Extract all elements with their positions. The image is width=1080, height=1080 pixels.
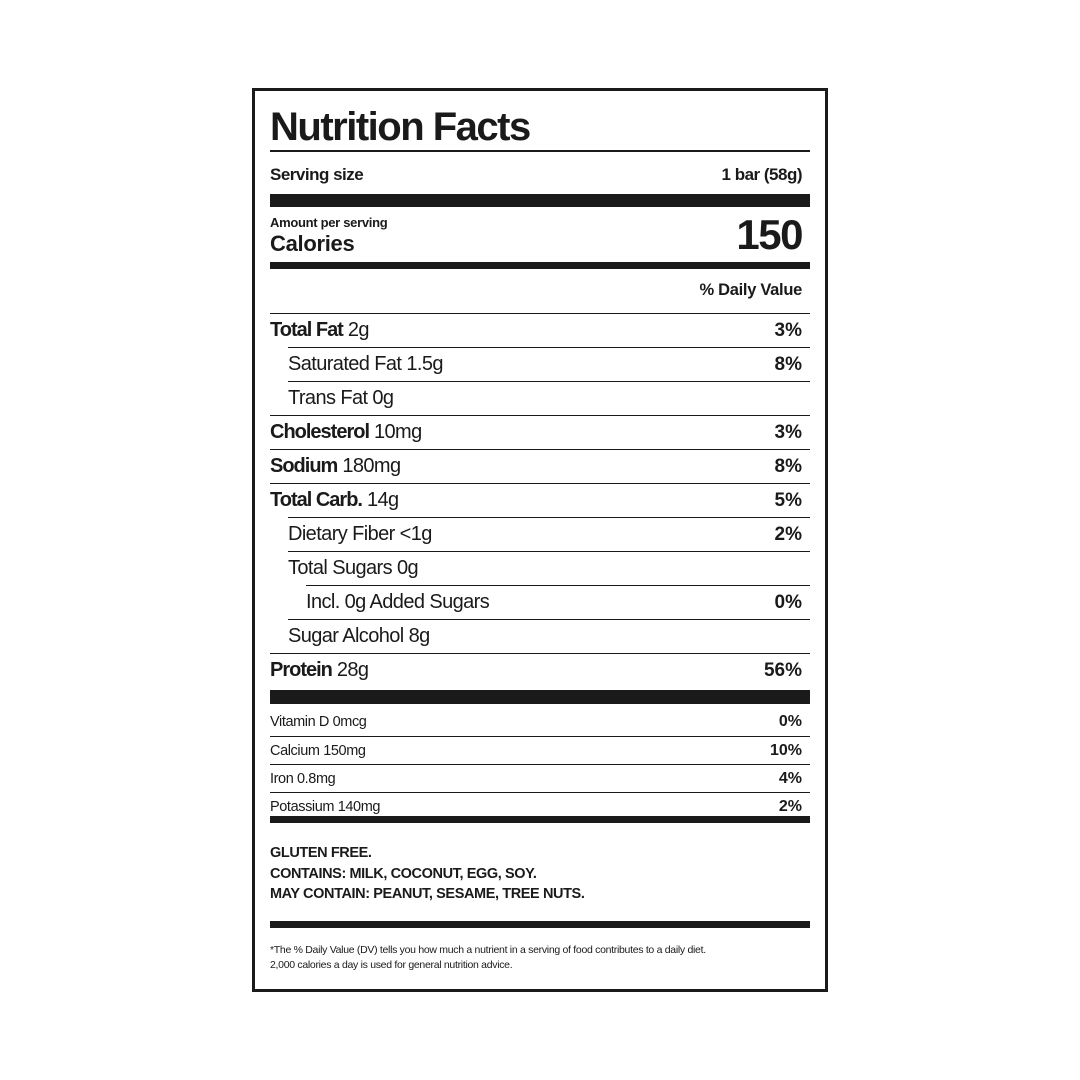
daily-value-header: % Daily Value: [699, 281, 803, 299]
nutrient-name: Saturated Fat: [288, 353, 402, 375]
serving-size-value: 1 bar (58g): [721, 165, 803, 184]
amount-per-serving: Amount per serving: [270, 215, 388, 230]
vitamin-name: Calcium 150mg: [270, 742, 366, 759]
nutrient-amount: 8g: [408, 625, 431, 647]
footnote-line: *The % Daily Value (DV) tells you how mu…: [270, 944, 706, 956]
nutrient-amount: 0g: [372, 387, 394, 409]
vitamin-row: Vitamin D 0mcg 0%: [270, 708, 810, 736]
thick-divider: [270, 194, 810, 207]
nutrient-amount: 28g: [336, 659, 369, 681]
nutrient-daily-value: 8%: [774, 455, 802, 477]
nutrient-daily-value: 0%: [774, 591, 802, 613]
nutrient-amount: 1.5g: [406, 353, 443, 375]
serving-size-row: Serving size 1 bar (58g): [270, 163, 803, 187]
allergen-line: CONTAINS: MILK, COCONUT, EGG, SOY.: [270, 865, 537, 882]
nutrient-name: Trans Fat: [288, 387, 368, 409]
nutrient-daily-value: 3%: [774, 319, 802, 341]
nutrient-label: Incl. 0g Added Sugars: [306, 591, 490, 614]
nutrient-name: Sodium: [270, 455, 338, 477]
nutrient-name: Total Sugars: [288, 557, 393, 579]
calories-label: Calories: [270, 231, 355, 256]
nutrient-name: Total Carb.: [270, 489, 363, 511]
nutrient-row: Total Sugars 0g: [288, 551, 810, 585]
nutrient-amount: 180mg: [342, 455, 401, 477]
medium-divider: [270, 816, 810, 823]
nutrient-name: Protein: [270, 659, 333, 681]
vitamin-row: Potassium 140mg 2%: [270, 792, 810, 820]
nutrient-row: Trans Fat 0g: [288, 381, 810, 415]
nutrient-daily-value: 3%: [774, 421, 802, 443]
nutrient-amount: <1g: [399, 523, 433, 545]
nutrient-name: Incl. 0g Added Sugars: [306, 591, 490, 613]
nutrient-row: Sugar Alcohol 8g: [288, 619, 810, 653]
medium-divider: [270, 921, 810, 928]
nutrient-name: Sugar Alcohol: [288, 625, 404, 647]
vitamin-list: Vitamin D 0mcg 0% Calcium 150mg 10% Iron 0.8…: [270, 708, 810, 820]
nutrient-name: Dietary Fiber: [288, 523, 395, 545]
nutrient-row: Total Fat 2g 3%: [270, 313, 810, 347]
vitamin-name: Potassium 140mg: [270, 798, 381, 815]
thick-divider: [270, 690, 810, 704]
medium-divider: [270, 262, 810, 269]
footnote-line: 2,000 calories a day is used for general…: [270, 959, 513, 971]
vitamin-row: Calcium 150mg 10%: [270, 736, 810, 764]
label-title: Nutrition Facts: [270, 105, 531, 149]
allergen-line: GLUTEN FREE.: [270, 845, 372, 861]
nutrient-daily-value: 8%: [774, 353, 802, 375]
nutrient-row: Saturated Fat 1.5g 8%: [288, 347, 810, 381]
nutrient-label: Trans Fat 0g: [288, 387, 394, 410]
nutrient-label: Sodium 180mg: [270, 455, 401, 478]
divider: [270, 150, 810, 152]
vitamin-name: Iron 0.8mg: [270, 770, 336, 787]
vitamin-daily-value: 2%: [778, 797, 802, 815]
nutrient-name: Total Fat: [270, 319, 344, 341]
nutrient-amount: 14g: [366, 489, 399, 511]
nutrient-row: Sodium 180mg 8%: [270, 449, 810, 483]
footnote: *The % Daily Value (DV) tells you how mu…: [270, 943, 706, 973]
allergen-line: MAY CONTAIN: PEANUT, SESAME, TREE NUTS.: [270, 886, 585, 902]
nutrient-label: Saturated Fat 1.5g: [288, 353, 443, 376]
nutrient-amount: 10mg: [374, 421, 422, 443]
serving-size-label: Serving size: [270, 165, 364, 184]
nutrient-row: Total Carb. 14g 5%: [270, 483, 810, 517]
nutrient-label: Protein 28g: [270, 659, 369, 682]
nutrient-amount: 0g: [396, 557, 419, 579]
vitamin-daily-value: 4%: [778, 769, 802, 787]
nutrient-daily-value: 5%: [774, 489, 802, 511]
vitamin-name: Vitamin D 0mcg: [270, 714, 367, 730]
nutrient-label: Total Sugars 0g: [288, 557, 419, 580]
nutrient-list: Total Fat 2g 3% Saturated Fat 1.5g 8% Trans …: [270, 313, 810, 687]
nutrient-label: Sugar Alcohol 8g: [288, 625, 430, 648]
nutrient-name: Cholesterol: [270, 421, 370, 443]
vitamin-row: Iron 0.8mg 4%: [270, 764, 810, 792]
nutrient-row: Cholesterol 10mg 3%: [270, 415, 810, 449]
nutrient-label: Total Carb. 14g: [270, 489, 399, 512]
allergen-statement: GLUTEN FREE. CONTAINS: MILK, COCONUT, EG…: [270, 843, 585, 905]
vitamin-daily-value: 0%: [778, 713, 802, 730]
nutrient-row: Dietary Fiber <1g 2%: [288, 517, 810, 551]
nutrient-amount: 2g: [347, 319, 370, 341]
nutrient-daily-value: 2%: [774, 523, 802, 545]
nutrient-label: Cholesterol 10mg: [270, 421, 422, 444]
nutrient-label: Dietary Fiber <1g: [288, 523, 432, 546]
nutrient-row: Incl. 0g Added Sugars 0%: [306, 585, 810, 619]
nutrient-daily-value: 56%: [763, 659, 802, 681]
calories-value: 150: [736, 211, 803, 258]
nutrition-facts-label: Nutrition Facts Serving size 1 bar (58g)…: [252, 88, 828, 992]
nutrient-label: Total Fat 2g: [270, 319, 369, 342]
nutrient-row: Protein 28g 56%: [270, 653, 810, 687]
vitamin-daily-value: 10%: [769, 741, 802, 759]
